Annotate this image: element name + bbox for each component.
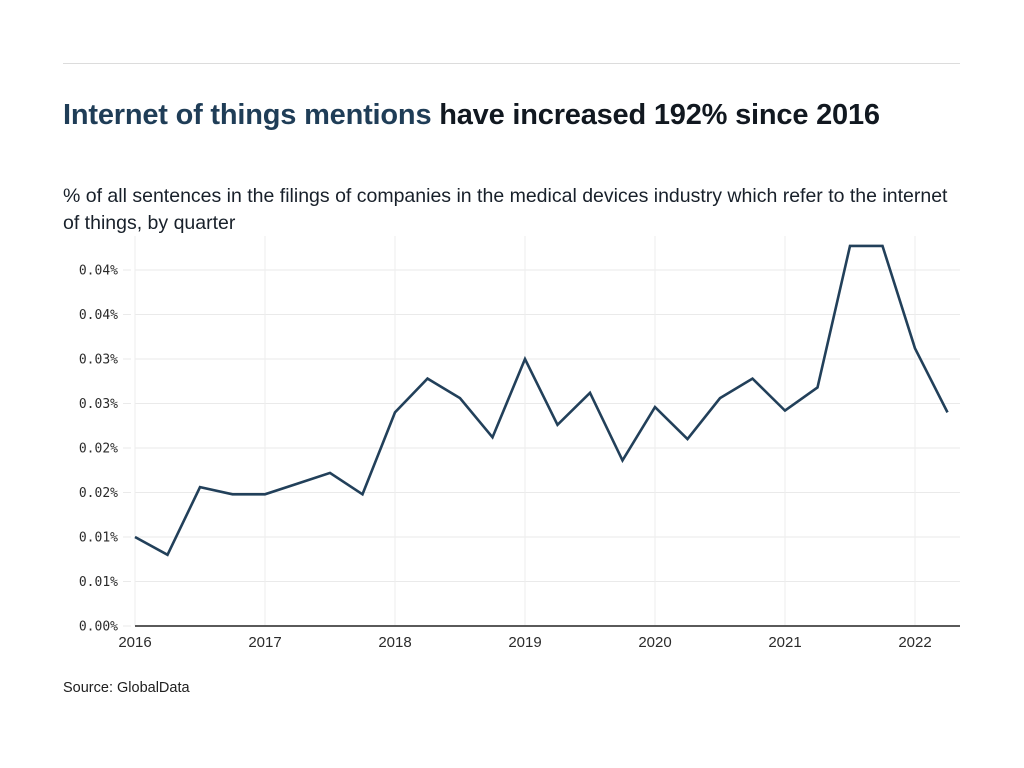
x-axis-labels: 2016 2017 2018 2019 2020 2021 2022: [118, 634, 931, 651]
page-title-accent: Internet of things mentions: [63, 99, 432, 132]
x-axis-tick-label: 2017: [248, 634, 281, 651]
series-line-internet-of-things: [134, 244, 949, 557]
y-axis-tick-label: 0.01%: [79, 575, 118, 590]
y-axis-labels: 0.00% 0.01% 0.01% 0.02% 0.02% 0.03% 0.03% 0.04%…: [79, 264, 131, 635]
y-axis-tick-label: 0.03%: [79, 353, 118, 368]
y-axis-tick-label: 0.03%: [79, 397, 118, 412]
x-axis-tick-label: 2018: [378, 634, 411, 651]
y-axis-tick-label: 0.04%: [79, 264, 118, 279]
y-axis-tick-label: 0.00%: [79, 620, 118, 635]
page-title: Internet of things mentions have increas…: [63, 97, 963, 133]
page-subtitle: % of all sentences in the filings of com…: [63, 184, 948, 235]
x-axis-tick-label: 2022: [898, 634, 931, 651]
x-axis-tick-label: 2019: [508, 634, 541, 651]
y-axis-tick-label: 0.01%: [79, 531, 118, 546]
x-gridlines: [134, 236, 916, 626]
page-title-rest: have increased 192% since 2016: [431, 99, 880, 132]
y-axis-tick-label: 0.02%: [79, 442, 118, 457]
y-axis-tick-label: 0.04%: [79, 308, 118, 323]
header-divider: [63, 63, 960, 64]
x-axis-tick-label: 2016: [118, 634, 151, 651]
y-gridlines: [135, 269, 960, 582]
x-axis-tick-label: 2020: [638, 634, 671, 651]
source-note: Source: GlobalData: [63, 680, 190, 696]
y-axis-tick-label: 0.02%: [79, 486, 118, 501]
x-axis-tick-label: 2021: [768, 634, 801, 651]
